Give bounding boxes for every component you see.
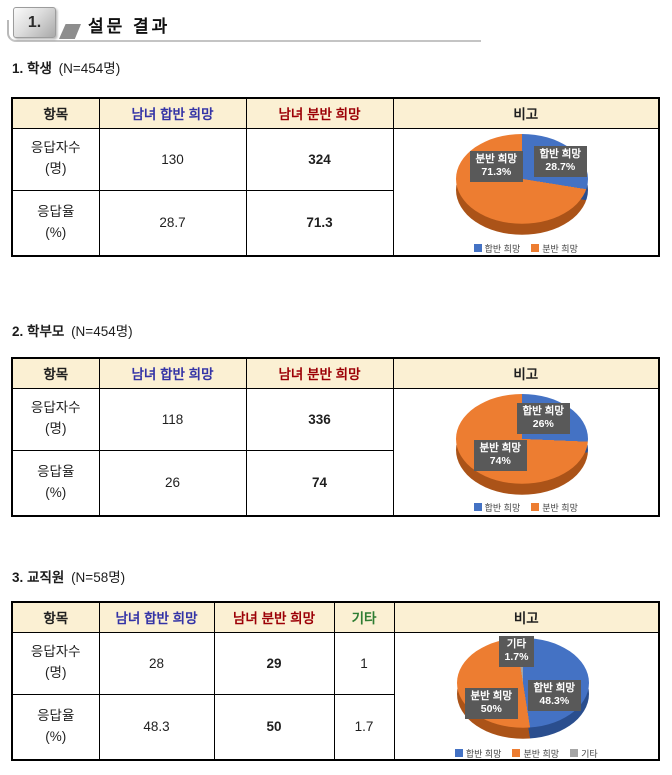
section-number-badge: 1. [13,7,56,38]
header-separate: 남녀 분반 희망 [245,357,394,389]
cell-coed-count: 118 [98,387,247,451]
parents-table: 항목 남녀 합반 희망 남녀 분반 희망 비고 응답자수 (명) 118 336… [11,357,660,517]
header-coed: 남녀 합반 희망 [98,601,215,633]
pie-label-coed: 합반 희망 26% [516,402,571,434]
header-separate: 남녀 분반 희망 [213,601,335,633]
cell-separate-rate: 71.3 [245,189,394,257]
pie-legend: 합반 희망 분반 희망 [394,501,658,514]
legend-swatch-etc [570,749,579,757]
row-label: 응답자수 (명) [11,127,100,191]
row-label: 응답율 (%) [11,189,100,257]
legend-item: 합반 희망 [473,242,520,255]
row-label: 응답자수 (명) [11,387,100,451]
header-item: 항목 [11,357,100,389]
cell-separate-count: 336 [245,387,394,451]
pie-label-coed: 합반 희망 28.7% [533,145,588,177]
legend-item: 분반 희망 [531,501,578,514]
table-row: 응답율 (%) 28.7 71.3 [11,189,659,257]
heading-n: (N=454명) [58,61,121,76]
cell-coed-rate: 28.7 [98,189,247,257]
table-header-row: 항목 남녀 합반 희망 남녀 분반 희망 비고 [11,97,660,129]
pie-label-etc: 기타 1.7% [498,635,535,667]
note-cell: 합반 희망 26% 분반 희망 74% 합반 희망 [392,387,660,517]
pie-label-separate: 분반 희망 74% [473,439,528,471]
badge-number: 1. [27,13,42,31]
pie-label-separate: 분반 희망 71.3% [469,150,524,182]
staff-table: 항목 남녀 합반 희망 남녀 분반 희망 기타 비고 응답자수 (명) 28 2… [11,601,660,761]
header-coed: 남녀 합반 희망 [98,97,247,129]
legend-swatch-coed [473,244,482,252]
legend-item: 분반 희망 [512,747,559,760]
legend-item: 기타 [570,747,598,760]
header-note: 비고 [392,357,660,389]
row-label-line2: (명) [45,161,67,176]
section-heading-parents: 2. 학부모 (N=454명) [12,324,133,339]
students-table: 항목 남녀 합반 희망 남녀 분반 희망 비고 응답자수 (명) 130 324… [11,97,660,257]
row-label: 응답자수 (명) [11,631,100,695]
cell-coed-rate: 48.3 [98,693,215,761]
table-row: 응답율 (%) 48.3 50 1.7 [11,693,659,761]
row-label-line1: 응답자수 [30,140,81,156]
header-note: 비고 [393,601,660,633]
cell-coed-count: 130 [98,127,247,191]
table-header-row: 항목 남녀 합반 희망 남녀 분반 희망 기타 비고 [11,601,660,633]
legend-item: 합반 희망 [454,747,501,760]
banner-fold-icon [59,24,81,39]
heading-name: 학생 [27,61,52,76]
note-cell: 분반 희망 71.3% 합반 희망 28.7% 합반 희망 [392,127,660,257]
header-etc: 기타 [333,601,395,633]
section-heading-staff: 3. 교직원 (N=58명) [12,570,126,585]
cell-separate-rate: 50 [213,693,335,761]
heading-number: 1. [12,61,24,76]
legend-item: 분반 희망 [531,242,578,255]
cell-coed-rate: 26 [98,449,247,517]
cell-coed-count: 28 [98,631,215,695]
staff-pie-chart: 기타 1.7% 합반 희망 48.3% 분반 희망 50% 합반 [395,633,658,760]
table-row: 응답자수 (명) 118 336 합반 희망 26% 분반 희망 [11,387,660,517]
header-separate: 남녀 분반 희망 [245,97,394,129]
header-item: 항목 [11,601,100,633]
pie-label-coed: 합반 희망 48.3% [527,679,582,711]
students-pie-chart: 분반 희망 71.3% 합반 희망 28.7% 합반 희망 [394,129,658,255]
cell-separate-count: 324 [245,127,394,191]
row-label: 응답율 (%) [11,449,100,517]
row-label: 응답율 (%) [11,693,100,761]
parents-pie-chart: 합반 희망 26% 분반 희망 74% 합반 희망 [394,389,658,515]
legend-swatch-separate [531,244,540,252]
cell-etc-rate: 1.7 [333,693,395,761]
legend-item: 합반 희망 [473,501,520,514]
header-coed: 남녀 합반 희망 [98,357,247,389]
pie-legend: 합반 희망 분반 희망 [394,242,658,255]
table-row: 응답자수 (명) 130 324 분반 희망 71.3% 합반 희망 [11,127,660,257]
legend-swatch-separate [531,503,540,511]
cell-separate-rate: 74 [245,449,394,517]
note-cell: 기타 1.7% 합반 희망 48.3% 분반 희망 50% 합반 [393,631,660,761]
legend-swatch-coed [473,503,482,511]
legend-swatch-separate [512,749,521,757]
cell-separate-count: 29 [213,631,335,695]
page-title: 설문 결과 [88,17,171,36]
table-header-row: 항목 남녀 합반 희망 남녀 분반 희망 비고 [11,357,660,389]
legend-swatch-coed [454,749,463,757]
table-row: 응답자수 (명) 28 29 1 기타 1.7% 합반 희망 [11,631,660,761]
pie-legend: 합반 희망 분반 희망 기타 [395,747,658,760]
table-row: 응답율 (%) 26 74 [11,449,659,517]
cell-etc-count: 1 [333,631,395,695]
header-note: 비고 [392,97,660,129]
section-heading-students: 1. 학생 (N=454명) [12,57,120,77]
pie-label-separate: 분반 희망 50% [464,687,519,719]
banner-underline [7,20,481,42]
header-item: 항목 [11,97,100,129]
